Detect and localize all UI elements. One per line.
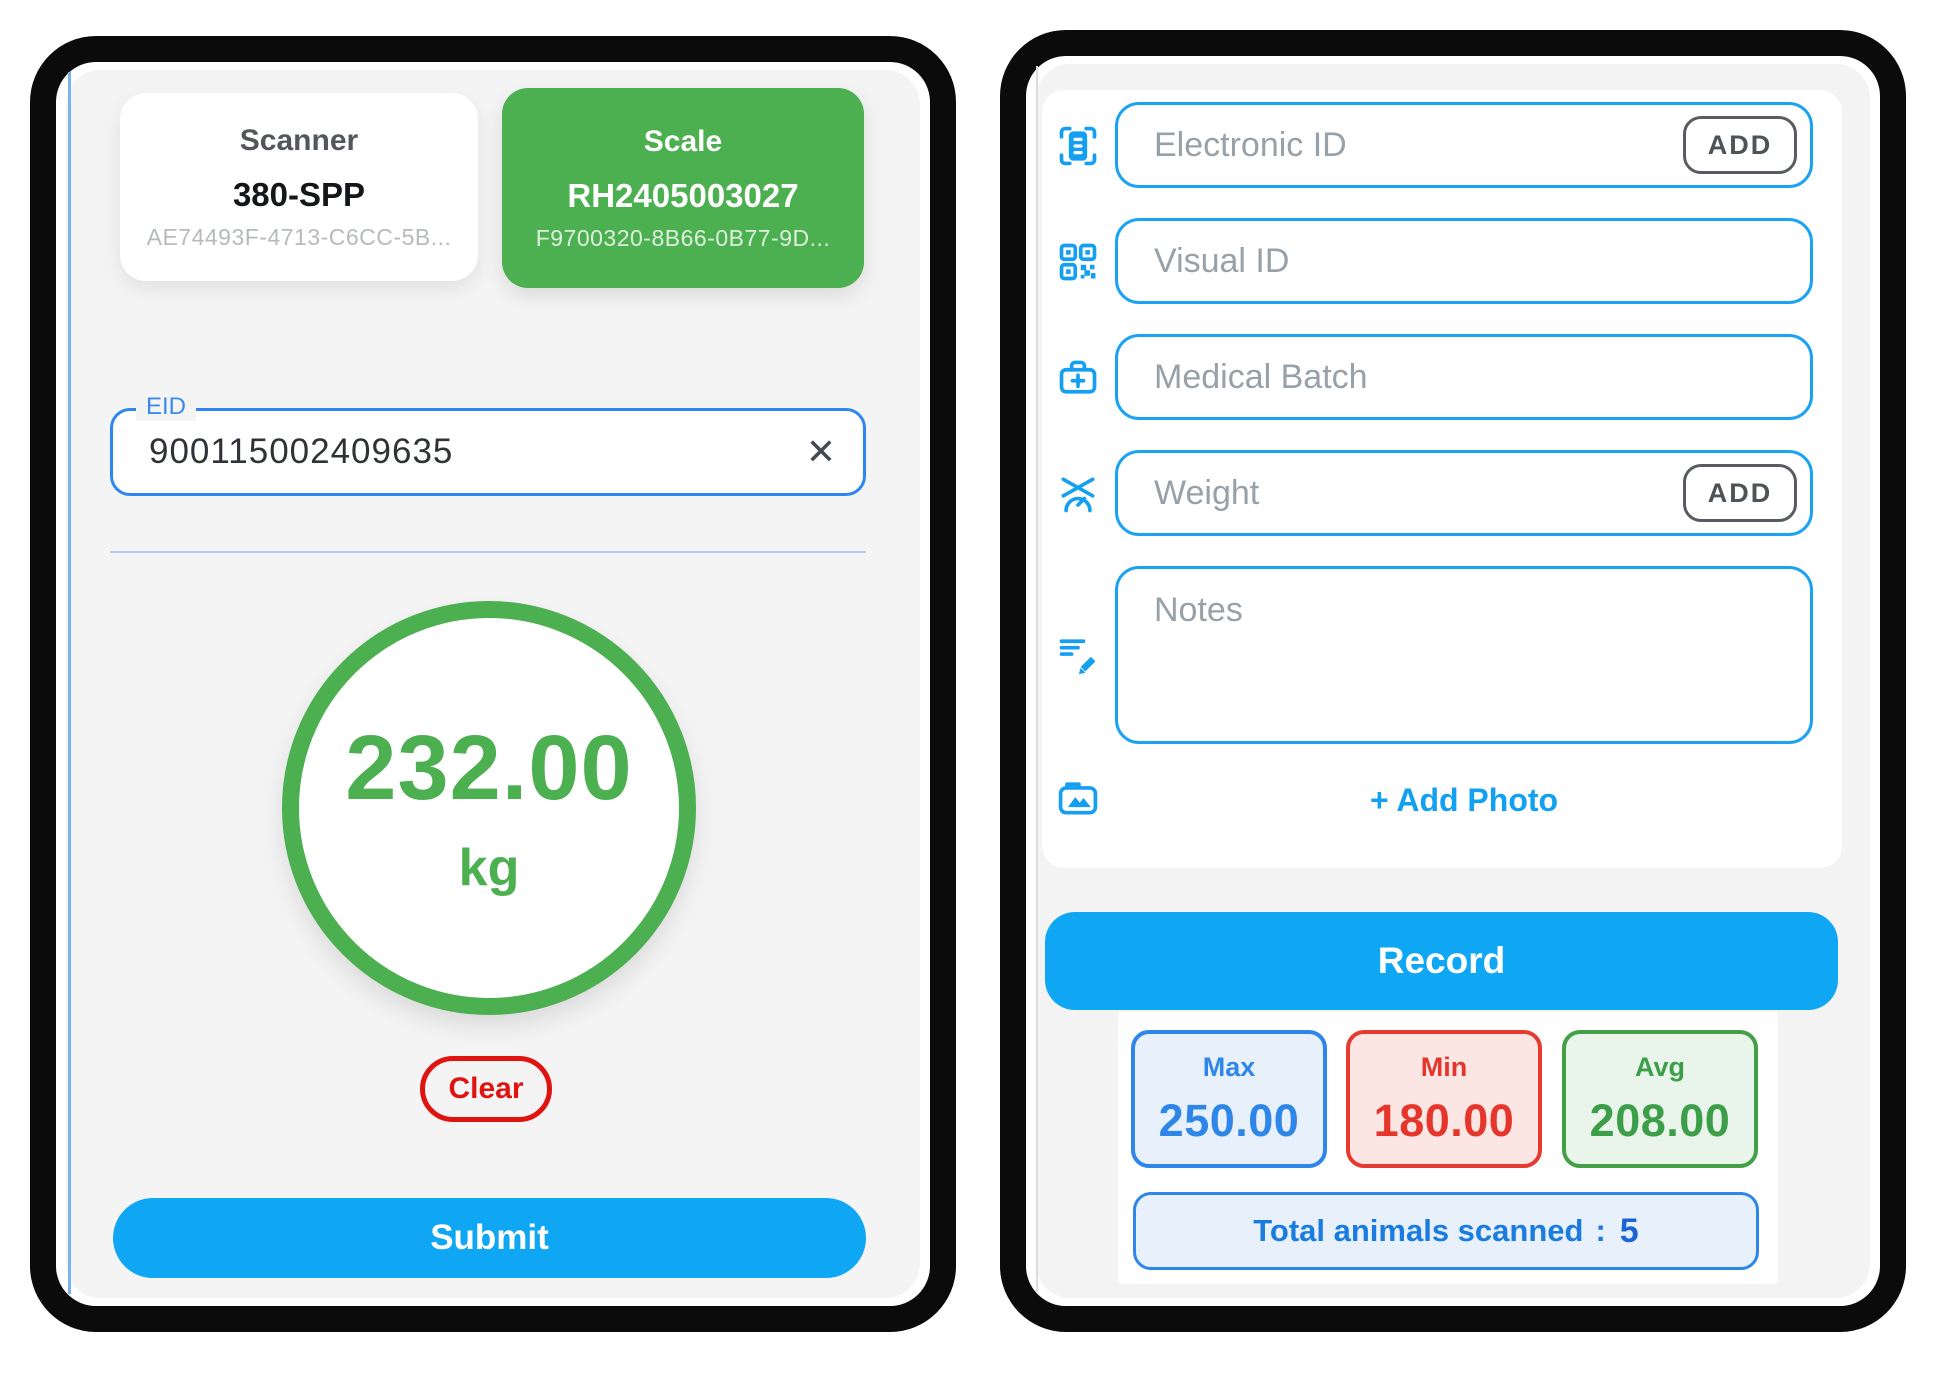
qr-code-icon	[1056, 240, 1100, 284]
stat-min-label: Min	[1420, 1051, 1468, 1082]
scanner-device-code: 380-SPP	[232, 175, 366, 213]
stat-avg-label: Avg	[1634, 1051, 1685, 1082]
add-weight-button[interactable]: ADD	[1683, 464, 1797, 522]
left-scroll-edge-line	[68, 72, 71, 1294]
scale-card-title: Scale	[643, 124, 723, 158]
photo-icon	[1056, 776, 1100, 820]
add-electronic-id-button[interactable]: ADD	[1683, 116, 1797, 174]
stat-max-label: Max	[1202, 1051, 1256, 1082]
submit-button[interactable]: Submit	[113, 1198, 866, 1278]
clear-eid-icon[interactable]: ✕	[805, 431, 836, 472]
scanner-device-uuid: AE74493F-4713-C6CC-5B...	[146, 223, 452, 250]
scanner-device-card[interactable]: Scanner 380-SPP AE74493F-4713-C6CC-5B...	[120, 93, 478, 281]
scale-device-card[interactable]: Scale RH2405003027 F9700320-8B66-0B77-9D…	[502, 88, 864, 288]
record-button[interactable]: Record	[1045, 912, 1838, 1010]
stat-min-value: 180.00	[1373, 1094, 1515, 1146]
total-animals-box: Total animals scanned : 5	[1133, 1192, 1759, 1270]
weight-display-circle: 232.00 kg	[282, 601, 696, 1015]
scanner-card-title: Scanner	[239, 123, 359, 157]
stat-max-box: Max 250.00	[1131, 1030, 1327, 1168]
scale-device-code: RH2405003027	[567, 176, 799, 214]
total-animals-label: Total animals scanned	[1253, 1213, 1584, 1248]
right-scroll-edge-line	[1036, 66, 1038, 1292]
notes-icon	[1056, 633, 1100, 677]
stat-avg-box: Avg 208.00	[1562, 1030, 1758, 1168]
left-divider	[110, 551, 866, 553]
medical-batch-input[interactable]	[1115, 334, 1813, 420]
total-animals-count: 5	[1619, 1211, 1639, 1250]
eid-scan-icon	[1056, 124, 1100, 168]
total-animals-separator: :	[1595, 1213, 1606, 1248]
clear-button[interactable]: Clear	[420, 1056, 552, 1122]
weight-scale-icon	[1056, 472, 1100, 516]
weight-value: 232.00	[345, 717, 633, 819]
eid-field-label: EID	[136, 393, 197, 421]
stat-min-box: Min 180.00	[1346, 1030, 1542, 1168]
weight-unit: kg	[458, 839, 520, 897]
stat-avg-value: 208.00	[1589, 1094, 1731, 1146]
eid-field-group: EID ✕	[110, 393, 866, 496]
eid-input[interactable]	[110, 408, 866, 496]
add-photo-link[interactable]: + Add Photo	[1369, 782, 1559, 818]
notes-textarea[interactable]	[1115, 566, 1813, 744]
scale-device-uuid: F9700320-8B66-0B77-9D...	[535, 224, 831, 251]
stat-max-value: 250.00	[1158, 1094, 1300, 1146]
medical-kit-icon	[1056, 356, 1100, 400]
visual-id-input[interactable]	[1115, 218, 1813, 304]
